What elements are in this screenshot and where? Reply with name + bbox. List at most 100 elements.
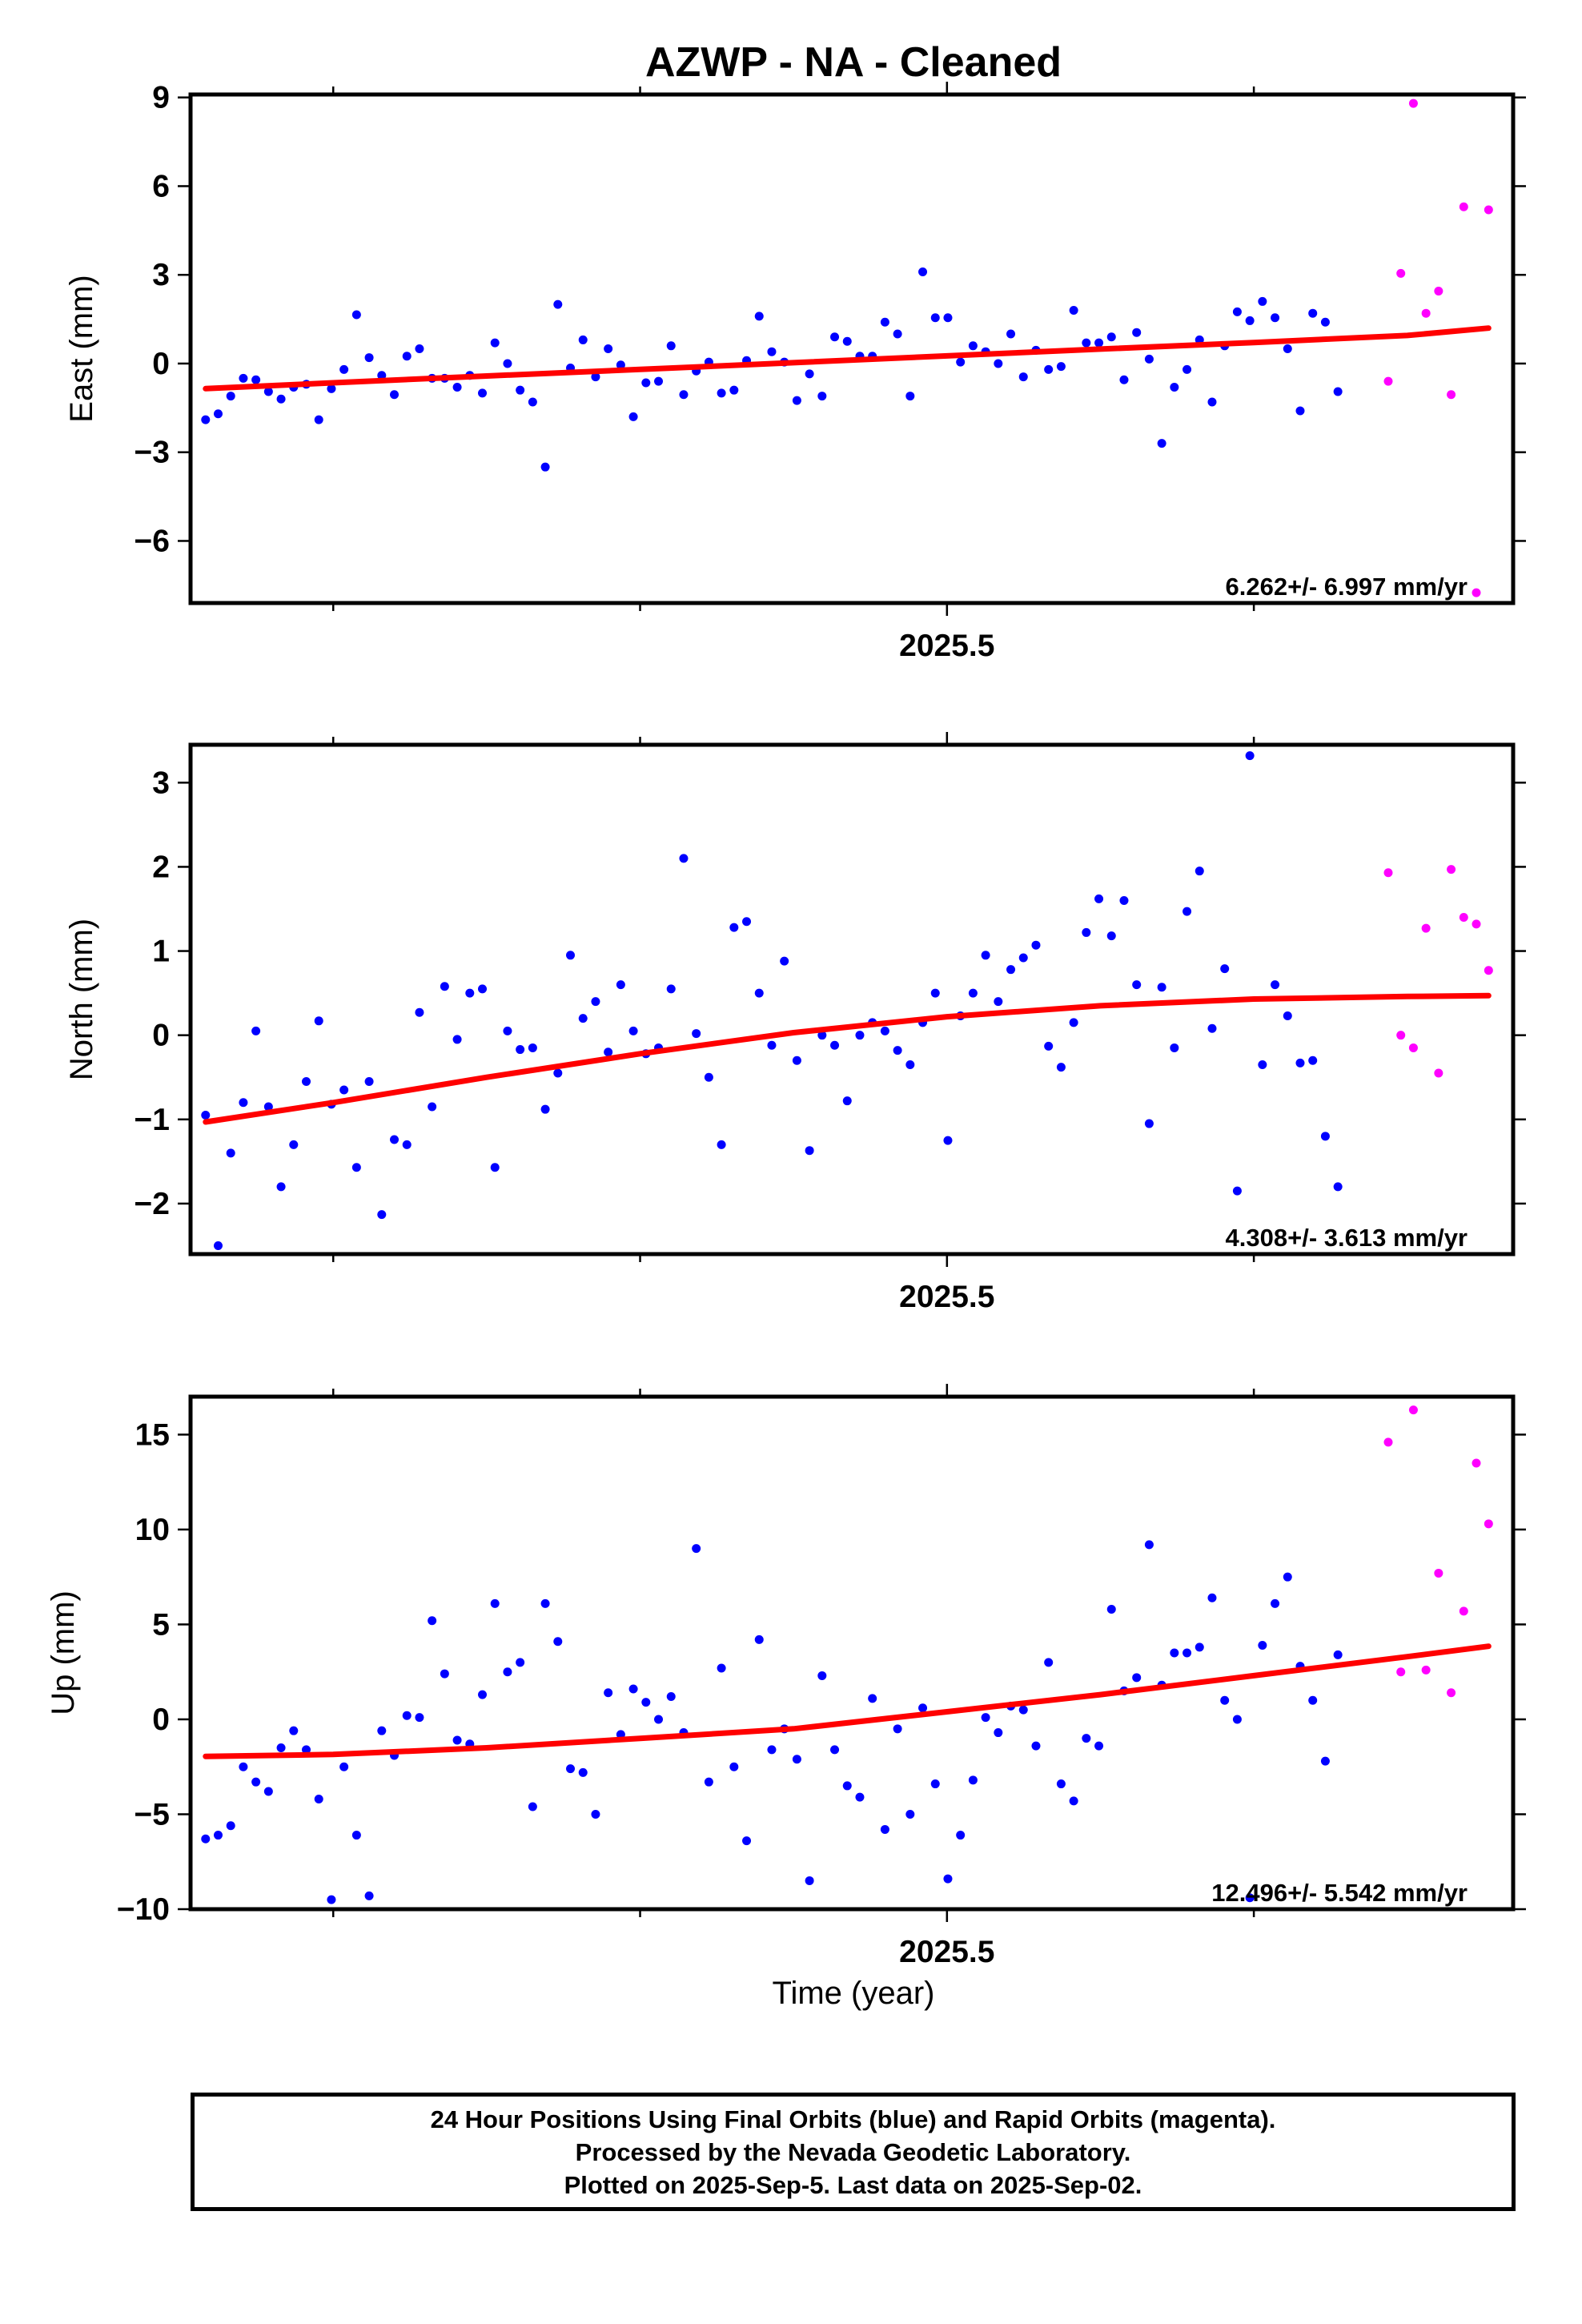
up-final-point: [918, 1703, 928, 1713]
north-ylabel: North (mm): [64, 919, 99, 1080]
north-final-point: [516, 1045, 525, 1055]
north-final-point: [314, 1016, 323, 1026]
north-rapid-point: [1408, 1043, 1418, 1052]
up-final-point: [1044, 1658, 1054, 1667]
up-final-point: [263, 1787, 273, 1796]
north-final-point: [251, 1026, 261, 1035]
north-final-point: [1132, 980, 1142, 990]
east-final-point: [956, 357, 966, 367]
east-final-point: [1170, 382, 1179, 392]
north-final-point: [666, 984, 676, 994]
up-final-point: [201, 1834, 211, 1844]
east-final-point: [528, 397, 537, 407]
east-rate-label: 6.262+/- 6.997 mm/yr: [1226, 573, 1468, 601]
east-final-point: [1144, 354, 1154, 364]
east-final-point: [1308, 308, 1318, 318]
north-final-point: [805, 1146, 814, 1156]
up-final-point: [1258, 1641, 1267, 1651]
up-final-point: [830, 1745, 840, 1755]
up-final-point: [729, 1762, 739, 1771]
north-final-point: [855, 1031, 865, 1040]
north-final-point: [1056, 1063, 1066, 1072]
east-final-point: [1371, 0, 1380, 5]
up-final-point: [553, 1637, 563, 1647]
east-ytick-label: 0: [152, 347, 170, 381]
up-final-point: [692, 1544, 701, 1554]
up-final-point: [968, 1775, 978, 1785]
up-final-point: [578, 1767, 588, 1777]
north-final-point: [830, 1040, 840, 1050]
up-final-point: [1359, 0, 1367, 5]
up-final-point: [868, 1694, 877, 1703]
up-final-point: [1018, 1705, 1028, 1715]
east-final-point: [1245, 316, 1255, 325]
north-final-point: [905, 1059, 915, 1069]
east-final-point: [679, 390, 689, 400]
up-final-point: [503, 1667, 512, 1677]
east-final-point: [276, 394, 286, 404]
east-final-point: [591, 372, 600, 382]
north-final-point: [540, 1104, 550, 1114]
north-final-point: [1258, 1059, 1267, 1069]
north-final-point: [578, 1014, 588, 1023]
footer-line-plotted: Plotted on 2025-Sep-5. Last data on 2025…: [564, 2170, 1142, 2199]
east-final-point: [213, 409, 223, 419]
up-final-point: [1245, 1893, 1255, 1903]
east-final-point: [1082, 338, 1091, 348]
up-final-point: [654, 1715, 664, 1724]
east-final-point: [339, 364, 349, 374]
north-final-point: [528, 1043, 537, 1052]
east-rapid-point: [1383, 376, 1393, 386]
north-rapid-point: [1447, 865, 1456, 875]
north-final-point: [415, 1007, 424, 1017]
east-rapid-point: [1447, 390, 1456, 400]
up-final-point: [1220, 1695, 1230, 1705]
north-final-point: [452, 1035, 462, 1044]
east-final-point: [905, 392, 915, 401]
up-final-point: [792, 1755, 801, 1764]
east-final-point: [1056, 362, 1066, 372]
north-final-point: [1220, 964, 1230, 974]
east-final-point: [578, 335, 588, 344]
up-rapid-point: [1408, 1405, 1418, 1415]
north-final-point: [754, 988, 764, 998]
north-final-point: [1320, 1132, 1330, 1141]
up-fit-line: [203, 1643, 1492, 1759]
up-rapid-point: [1459, 1606, 1468, 1616]
up-final-point: [490, 1598, 500, 1608]
east-final-point: [263, 387, 273, 396]
up-final-point: [440, 1669, 449, 1679]
up-final-point: [717, 1663, 726, 1673]
east-final-point: [540, 462, 550, 472]
north-final-point: [1082, 927, 1091, 937]
east-final-point: [666, 341, 676, 351]
up-final-point: [1320, 1756, 1330, 1766]
east-data: [201, 0, 1493, 597]
up-final-point: [566, 1764, 576, 1774]
up-ylabel: Up (mm): [46, 1590, 81, 1715]
east-rapid-point: [1459, 202, 1468, 211]
east-ytick-label: 3: [152, 258, 170, 292]
north-final-point: [289, 1140, 299, 1149]
north-final-point: [276, 1182, 286, 1192]
up-final-point: [767, 1745, 777, 1755]
east-final-point: [251, 375, 261, 384]
up-final-point: [327, 1895, 336, 1904]
north-final-point: [968, 988, 978, 998]
east-final-point: [1359, 0, 1367, 5]
north-final-point: [717, 1140, 726, 1149]
up-final-point: [1182, 1648, 1192, 1658]
north-final-point: [351, 1163, 361, 1172]
up-ytick-label: 5: [152, 1607, 170, 1642]
east-final-point: [452, 382, 462, 392]
east-xtick-label: 2025.5: [899, 629, 994, 663]
north-final-point: [553, 1068, 563, 1078]
east-final-point: [1182, 364, 1192, 374]
up-final-point: [289, 1726, 299, 1735]
up-final-point: [855, 1792, 865, 1802]
east-final-point: [842, 336, 852, 346]
north-final-point: [503, 1026, 512, 1035]
east-final-point: [402, 352, 412, 361]
east-final-point: [968, 341, 978, 351]
